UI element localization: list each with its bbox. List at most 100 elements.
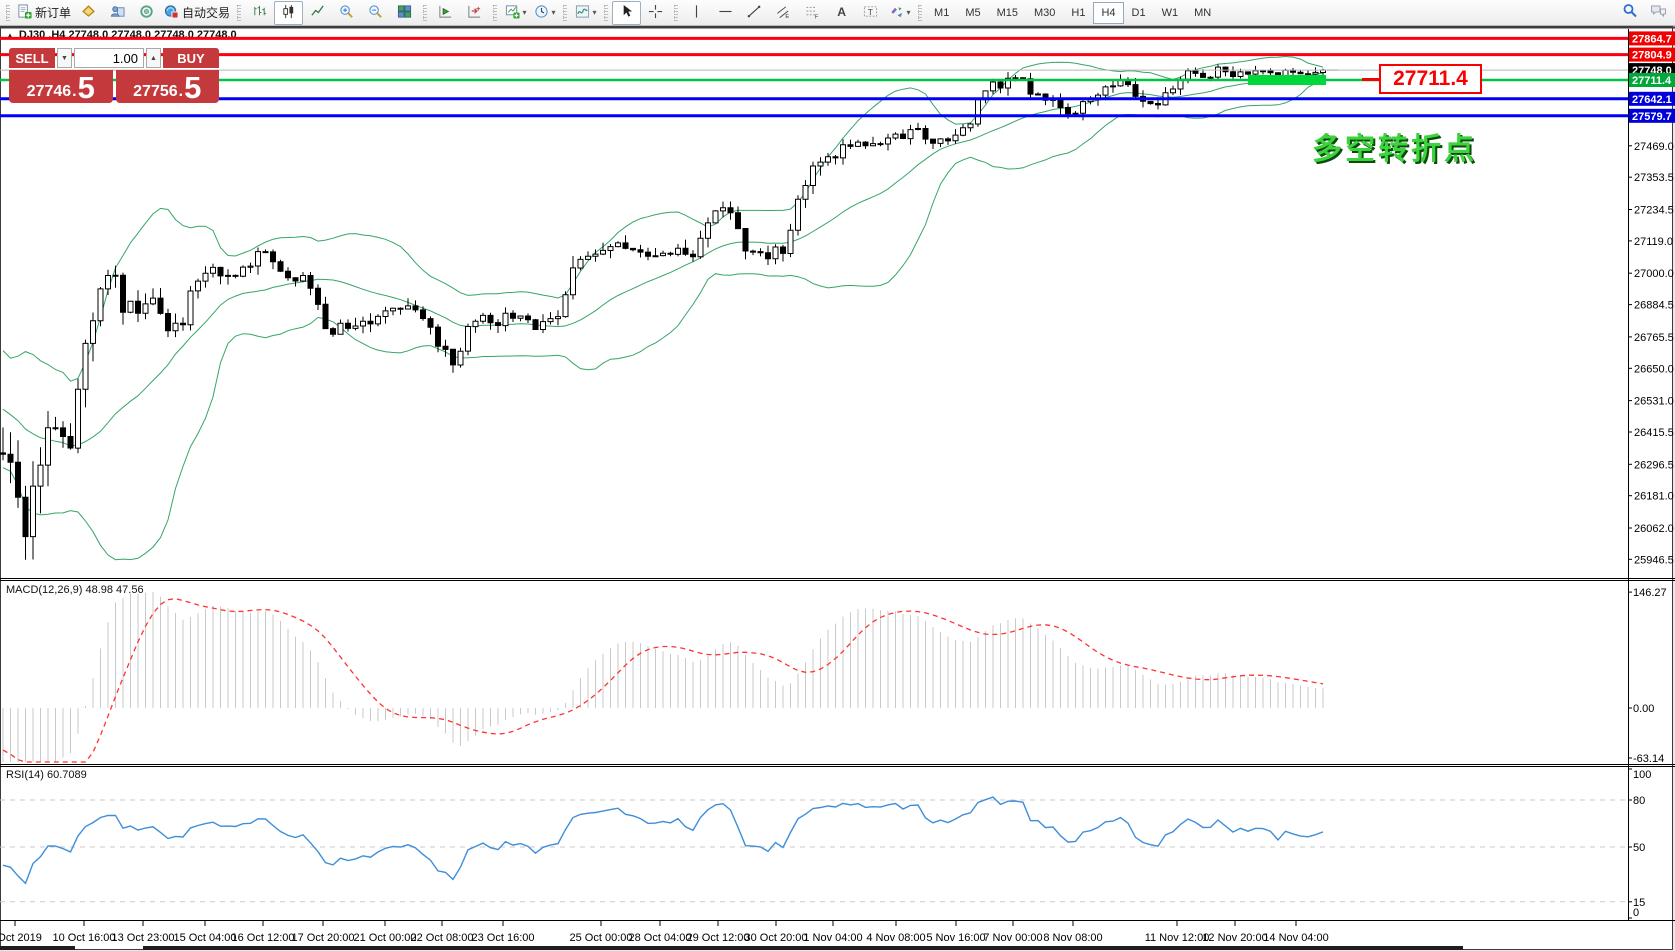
toolbar-drag-handle[interactable] — [6, 4, 10, 21]
text-icon: A — [834, 4, 849, 22]
tab-timeframe-m30[interactable]: M30 — [1034, 6, 1056, 19]
market-watch-button[interactable] — [74, 1, 103, 25]
new-chart-icon — [505, 4, 520, 22]
toolbar-drag-handle[interactable] — [237, 4, 242, 21]
toolbar-drag-handle[interactable] — [423, 4, 428, 21]
auto-scroll-icon — [438, 4, 453, 22]
volume-decrease-button[interactable]: ▼ — [57, 48, 72, 68]
caret-up-icon: ▲ — [150, 54, 157, 62]
equidistant-channel-tool-button[interactable]: E — [769, 1, 798, 25]
trendline-icon — [747, 4, 762, 22]
one-click-trading-panel: SELL ▼ ▲ BUY 27746.5 27756.5 — [9, 48, 219, 103]
dropdown-caret-icon[interactable]: ▾ — [592, 8, 597, 17]
cursor-tool-button[interactable] — [612, 0, 642, 25]
candlestick-icon — [281, 4, 296, 22]
tab-timeframe-d1[interactable]: D1 — [1131, 6, 1146, 19]
toolbar-drag-handle[interactable] — [493, 4, 498, 21]
tab-timeframe-m1[interactable]: M1 — [934, 6, 950, 19]
text-label-icon: T — [863, 4, 878, 22]
market-watch-icon — [81, 4, 96, 22]
profiles-button[interactable] — [103, 1, 132, 25]
clock-icon — [534, 4, 549, 22]
sell-button[interactable]: SELL — [9, 48, 55, 68]
collapse-panel-icon[interactable]: ▲ — [6, 30, 14, 40]
sell-price[interactable]: 27746. 5 — [9, 70, 113, 103]
tab-timeframe-m15[interactable]: M15 — [996, 6, 1018, 19]
trend-note-annotation[interactable]: 多空转折点 — [1312, 133, 1477, 166]
volume-increase-button[interactable]: ▲ — [146, 48, 161, 68]
arrow-tools-icon — [889, 4, 904, 22]
buy-button[interactable]: BUY — [163, 48, 219, 68]
new-order-button[interactable]: 新订单 — [14, 1, 74, 25]
tab-timeframe-w1[interactable]: W1 — [1161, 6, 1179, 19]
dropdown-caret-icon[interactable]: ▾ — [522, 8, 527, 17]
toolbar-drag-handle[interactable] — [604, 4, 609, 21]
toolbar-drag-handle[interactable] — [918, 4, 923, 21]
profiles-icon — [110, 4, 125, 22]
caret-down-icon: ▼ — [61, 54, 68, 62]
sell-price-int: 27746 — [26, 83, 72, 100]
macd-label: MACD(12,26,9) 48.98 47.56 — [6, 584, 144, 596]
autotrading-button[interactable]: 自动交易 — [161, 1, 233, 25]
tile-windows-icon — [397, 4, 412, 22]
vertical-line-tool-button[interactable] — [682, 1, 711, 25]
line-chart-mode-button[interactable] — [303, 1, 332, 25]
new-chart-button[interactable]: ▾ — [501, 1, 530, 25]
cursor-icon — [619, 4, 634, 22]
sell-price-frac: 5 — [77, 70, 95, 105]
chat-button[interactable] — [1644, 1, 1673, 25]
equidistant-channel-icon: E — [776, 4, 791, 22]
tab-timeframe-mn[interactable]: MN — [1194, 6, 1212, 19]
buy-price-int: 27756 — [133, 83, 178, 100]
toolbar-drag-handle[interactable] — [674, 4, 679, 21]
price-annotation-text: 27711.4 — [1393, 67, 1468, 90]
search-button[interactable] — [1615, 1, 1644, 25]
zoom-out-icon — [368, 4, 383, 22]
candlestick-mode-button[interactable] — [274, 0, 304, 25]
zoom-out-button[interactable] — [361, 1, 390, 25]
tab-timeframe-m5[interactable]: M5 — [965, 6, 981, 19]
horizontal-line-icon — [718, 4, 733, 22]
data-window-button[interactable] — [132, 1, 161, 25]
tile-windows-button[interactable] — [390, 1, 419, 25]
horizontal-line-tool-button[interactable] — [711, 1, 740, 25]
dropdown-caret-icon[interactable]: ▾ — [551, 8, 556, 17]
search-icon — [1622, 3, 1638, 22]
rsi-label: RSI(14) 60.7089 — [6, 769, 87, 781]
crosshair-tool-button[interactable] — [641, 1, 670, 25]
zoom-in-icon — [339, 4, 354, 22]
chart-shift-icon — [467, 4, 482, 22]
svg-text:T: T — [868, 6, 873, 16]
dropdown-caret-icon[interactable]: ▾ — [906, 8, 911, 17]
chart-title: ▲ DJ30 ,H4 27748.0 27748.0 27748.0 27748… — [6, 29, 237, 41]
chart-title-text: DJ30 ,H4 27748.0 27748.0 27748.0 27748.0 — [18, 29, 237, 41]
new-order-icon — [17, 3, 32, 22]
indicators-icon — [575, 4, 590, 22]
volume-input[interactable] — [74, 48, 144, 68]
tab-timeframe-h1[interactable]: H1 — [1071, 6, 1086, 19]
bar-chart-mode-button[interactable] — [245, 1, 274, 25]
crosshair-icon — [648, 4, 663, 22]
buy-price[interactable]: 27756. 5 — [115, 70, 219, 103]
fibonacci-tool-button[interactable]: F — [798, 1, 827, 25]
arrow-tools-button[interactable]: ▾ — [885, 1, 914, 25]
timeframe-group: M1 M5 M15 M30 H1 H4 D1 W1 MN — [926, 1, 1219, 25]
vertical-line-icon — [689, 4, 704, 22]
text-label-tool-button[interactable]: T — [856, 1, 885, 25]
tab-timeframe-h4[interactable]: H4 — [1093, 1, 1124, 24]
zoom-in-button[interactable] — [332, 1, 361, 25]
indicators-button[interactable]: ▾ — [571, 1, 600, 25]
highlight-bar-annotation[interactable] — [1248, 75, 1326, 85]
svg-text:F: F — [815, 14, 819, 18]
trendline-tool-button[interactable] — [740, 1, 769, 25]
data-window-icon — [139, 4, 154, 22]
periods-button[interactable]: ▾ — [530, 1, 559, 25]
svg-text:E: E — [785, 14, 789, 19]
line-chart-icon — [310, 4, 325, 22]
price-annotation-label[interactable]: 27711.4 — [1362, 64, 1482, 94]
auto-scroll-button[interactable] — [431, 1, 460, 25]
toolbar-drag-handle[interactable] — [563, 4, 568, 21]
main-toolbar: 新订单 自动交易 — [0, 0, 1675, 26]
text-tool-button[interactable]: A — [827, 1, 856, 25]
chart-shift-button[interactable] — [460, 1, 489, 25]
